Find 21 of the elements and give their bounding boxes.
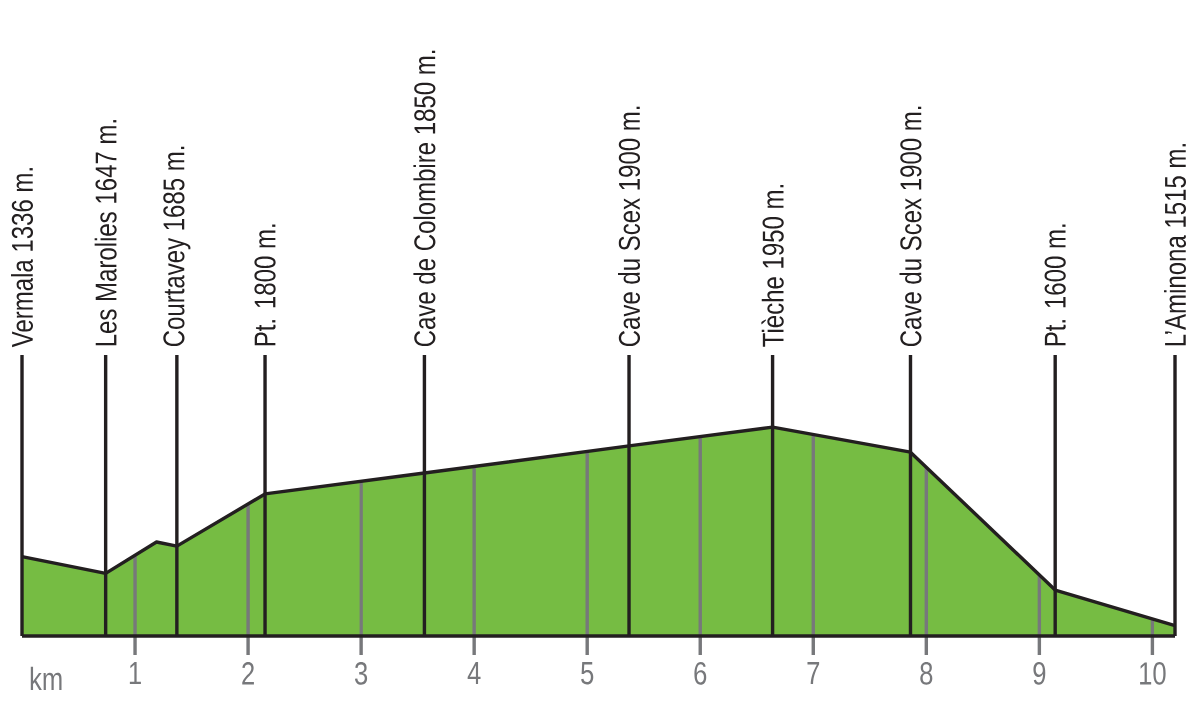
ref-line-label: Cave du Scex 1900 m. [618, 106, 641, 347]
ref-line-label: Cave du Scex 1900 m. [899, 106, 922, 347]
ref-line-label: Les Marolies 1647 m. [94, 120, 117, 346]
x-tick-label: 2 [242, 662, 254, 685]
x-tick-label: 7 [807, 662, 820, 685]
ref-line-label: Tièche 1950 m. [761, 184, 784, 347]
x-tick-label: 6 [694, 662, 707, 685]
ref-line-label: Vermala 1336 m. [10, 168, 34, 348]
ref-line-label: Courtavey 1685 m. [163, 146, 191, 347]
x-tick-label: 8 [920, 662, 933, 685]
x-tick-label: 1 [129, 662, 141, 685]
x-tick-label: 5 [581, 662, 594, 685]
ref-line-label: Pt. 1600 m. [1044, 224, 1066, 346]
ref-line-label: Pt. 1800 m. [254, 224, 276, 346]
ref-line-label: Cave de Colombire 1850 m. [413, 50, 436, 347]
x-tick-label: 4 [467, 662, 481, 685]
x-axis-title: km [30, 666, 62, 690]
x-tick-label: 10 [1140, 662, 1166, 685]
x-tick-label: 3 [354, 662, 368, 685]
ref-line-label: L’Aminona 1515 m. [1163, 144, 1187, 346]
x-tick-label: 9 [1033, 662, 1046, 685]
